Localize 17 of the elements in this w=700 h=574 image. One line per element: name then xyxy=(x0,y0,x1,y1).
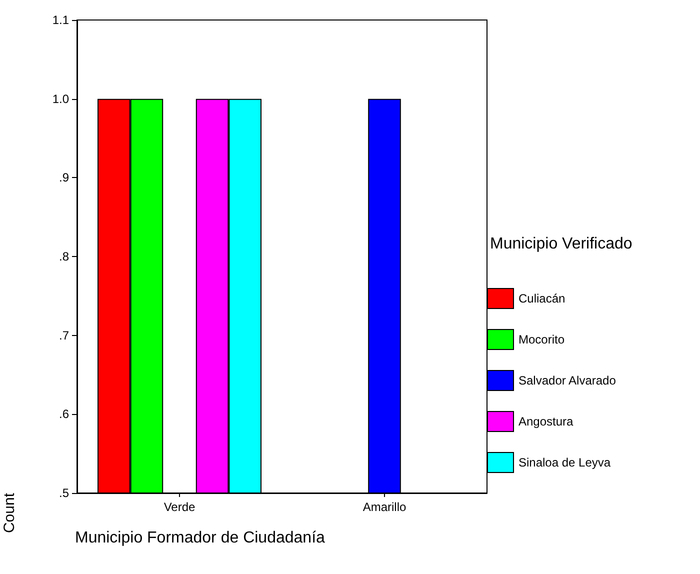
legend-label: Sinaloa de Leyva xyxy=(518,456,611,470)
legend-title: Municipio Verificado xyxy=(490,236,632,252)
x-tick-label: Verde xyxy=(164,500,196,514)
y-tick-label: 1.1 xyxy=(52,13,70,27)
y-axis-title: Count xyxy=(1,492,18,534)
y-tick-label: .9 xyxy=(58,170,70,185)
legend-label: Salvador Alvarado xyxy=(518,374,616,388)
legend-label: Culiacán xyxy=(518,292,566,306)
x-tick-label: Amarillo xyxy=(362,500,406,514)
legend-label: Angostura xyxy=(518,414,574,428)
y-tick-label: .8 xyxy=(58,250,70,264)
y-tick-label: .7 xyxy=(58,328,70,342)
y-tick-label: 1.0 xyxy=(52,92,70,106)
x-axis-title: Municipio Formador de Ciudadanía xyxy=(75,530,326,546)
y-tick-label: .6 xyxy=(58,407,70,422)
y-tick-label: .5 xyxy=(58,486,70,500)
legend-label: Mocorito xyxy=(518,332,565,346)
